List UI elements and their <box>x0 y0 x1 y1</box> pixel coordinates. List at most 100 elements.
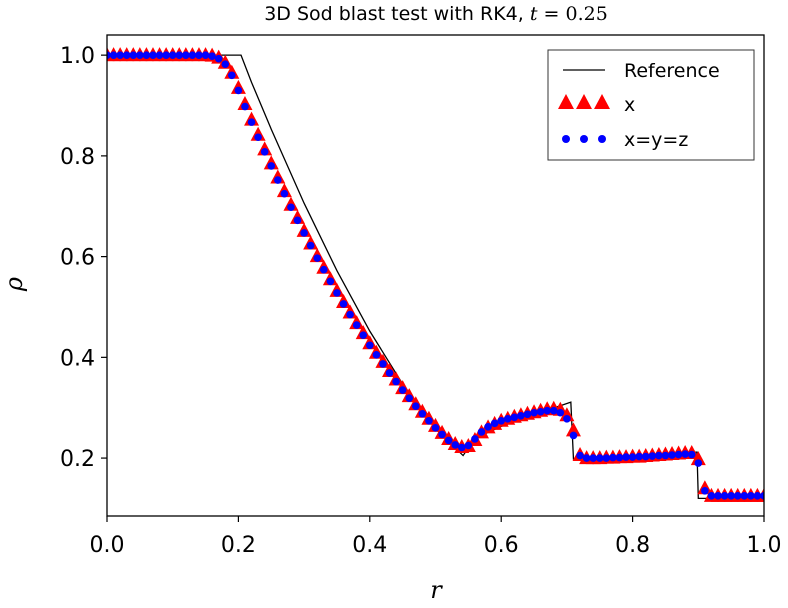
xyz-series-marker <box>622 453 630 461</box>
title-equals: = <box>537 3 565 25</box>
xyz-series-marker <box>556 408 565 417</box>
xyz-series-marker <box>438 430 446 439</box>
xyz-series-marker <box>595 454 604 462</box>
xyz-series-marker <box>287 203 295 212</box>
xyz-series-marker <box>707 492 716 500</box>
title-time-var: t <box>530 3 538 25</box>
xyz-series-marker <box>753 492 762 500</box>
xyz-series-marker <box>536 407 545 416</box>
title-time-value: 0.25 <box>565 3 607 25</box>
xyz-series-marker <box>543 406 551 415</box>
xyz-series-marker <box>366 341 374 350</box>
xyz-series-marker <box>740 492 749 500</box>
xyz-series-marker <box>107 51 111 59</box>
xyz-series-marker <box>221 60 230 69</box>
xyz-series-marker <box>293 216 302 225</box>
xyz-series-marker <box>602 454 611 462</box>
xyz-series-marker <box>563 414 571 423</box>
xyz-series-marker <box>175 51 184 59</box>
legend-x-marker <box>594 94 610 109</box>
xyz-series-marker <box>503 414 512 423</box>
legend-x-marker <box>576 94 592 109</box>
xyz-series-marker <box>214 54 223 63</box>
y-tick-label: 0.2 <box>60 447 95 472</box>
xyz-series-marker <box>760 492 764 500</box>
xyz-series-marker <box>149 51 157 59</box>
xyz-series-marker <box>576 451 584 460</box>
legend-x-markers <box>558 94 610 109</box>
x-series-marker <box>565 422 581 437</box>
x-axis-label: r <box>430 576 443 604</box>
xyz-series-marker <box>313 254 322 262</box>
xyz-series-marker <box>155 51 164 59</box>
xyz-series-marker <box>425 417 433 425</box>
xyz-series-marker <box>431 424 440 432</box>
xyz-series-marker <box>635 452 643 461</box>
xyz-series-markers <box>107 51 764 500</box>
xyz-series-marker <box>418 409 427 418</box>
xyz-series-marker <box>530 408 538 417</box>
xyz-series-marker <box>589 454 597 462</box>
xyz-series-marker <box>668 451 676 459</box>
xyz-series-marker <box>359 331 368 339</box>
x-tick-label: 0.4 <box>352 533 387 558</box>
xyz-series-marker <box>510 413 519 422</box>
xyz-series-marker <box>484 423 492 431</box>
xyz-series-marker <box>497 417 506 425</box>
xyz-series-marker <box>582 454 591 462</box>
xyz-series-marker <box>701 487 709 495</box>
xyz-series-marker <box>168 51 177 59</box>
legend-xyz-markers <box>562 135 606 143</box>
plot-area: 0.0 0.2 0.4 0.6 0.8 1.0 0.2 0.4 0.6 0.8 1.0 <box>60 34 782 558</box>
xyz-series-marker <box>457 443 466 452</box>
xyz-series-marker <box>694 459 703 467</box>
xyz-series-marker <box>339 300 348 308</box>
xyz-series-marker <box>464 441 473 450</box>
legend-xyz-label: x=y=z <box>624 129 688 151</box>
y-tick-label: 0.4 <box>60 346 95 371</box>
xyz-series-marker <box>182 51 190 59</box>
xyz-series-marker <box>267 162 276 170</box>
xyz-series-marker <box>234 86 243 95</box>
x-series-marker <box>690 451 706 466</box>
xyz-series-marker <box>628 453 637 461</box>
xyz-series-marker <box>116 51 124 59</box>
xyz-series-marker <box>490 419 499 428</box>
xyz-series-marker <box>444 436 453 445</box>
xyz-series-marker <box>109 51 118 59</box>
xyz-series-marker <box>655 451 663 460</box>
xyz-series-marker <box>549 406 558 415</box>
x-tick-label: 0.0 <box>90 533 125 558</box>
xyz-series-marker <box>714 492 722 500</box>
xyz-series-marker <box>129 51 138 59</box>
axes-frame <box>106 34 765 517</box>
xyz-series-marker <box>274 176 282 184</box>
axes-layer: 0.0 0.2 0.4 0.6 0.8 1.0 0.2 0.4 0.6 0.8 1.0 <box>60 34 782 558</box>
xyz-series-marker <box>641 452 650 461</box>
xyz-series-marker <box>372 351 381 359</box>
xyz-series-marker <box>142 51 151 59</box>
legend-x-marker <box>558 94 574 109</box>
y-axis-label: ρ <box>0 277 28 292</box>
legend-xyz-marker <box>598 135 606 143</box>
xyz-series-marker <box>346 310 354 319</box>
xyz-series-marker <box>517 411 525 420</box>
xyz-series-marker <box>720 492 729 500</box>
xyz-series-marker <box>523 410 532 419</box>
xyz-series-marker <box>188 51 197 59</box>
series-layer <box>107 47 764 502</box>
xyz-series-marker <box>195 51 203 59</box>
xyz-series-marker <box>569 431 578 440</box>
xyz-series-marker <box>326 277 335 286</box>
xyz-series-marker <box>379 360 387 368</box>
xyz-series-marker <box>405 394 414 402</box>
xyz-series-marker <box>471 435 479 443</box>
x-tick-label: 0.6 <box>484 533 519 558</box>
x-tick-label: 1.0 <box>747 533 782 558</box>
xyz-series-marker <box>687 450 696 459</box>
legend-reference-label: Reference <box>624 60 720 82</box>
y-tick-label: 0.6 <box>60 246 95 271</box>
xyz-series-marker <box>254 133 262 142</box>
xyz-series-marker <box>306 241 315 250</box>
